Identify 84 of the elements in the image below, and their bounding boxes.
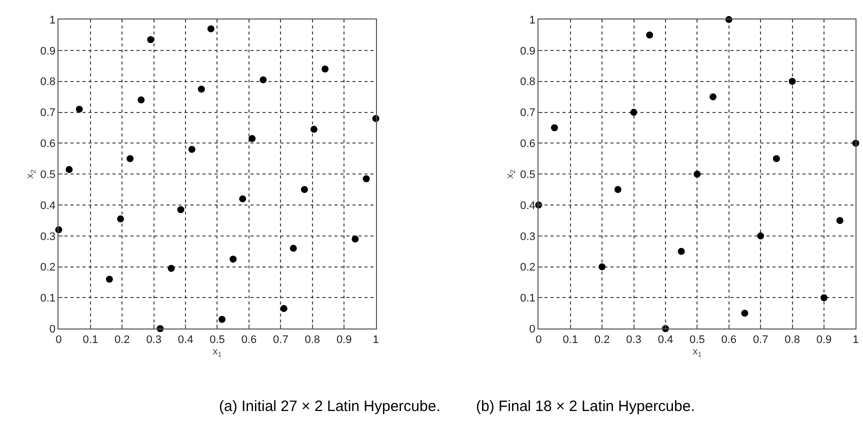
point [76,106,83,113]
point [836,216,844,224]
point [198,86,205,93]
x-axis-title: x$_{1}$ [212,346,222,358]
x-tick-label: 0.5 [210,334,225,346]
point [260,76,267,84]
y-tick-label: 0.8 [520,76,536,88]
x-tick-label: 0.9 [336,334,352,346]
point [614,186,622,194]
point [550,124,558,132]
point [66,166,73,173]
y-tick-label: 0.7 [40,107,56,120]
x-tick-label: 0.8 [304,334,320,346]
y-tick-label: 0.6 [520,138,536,150]
point [820,294,828,302]
y-tick-label: 0.2 [520,262,536,274]
point [248,135,256,142]
y-tick-label: 0.4 [40,200,56,212]
point [207,25,214,32]
point [117,215,124,222]
x-tick-label: 0.3 [146,334,162,346]
x-tick-label: 1 [852,334,859,346]
y-tick-label: 0.5 [520,168,536,181]
point [300,186,308,194]
x-tick-label: 0.1 [562,334,578,346]
x-tick-label: 0.8 [784,334,800,346]
y-tick-label: 0.6 [40,138,56,150]
y-tick-label: 0.2 [40,262,56,274]
point [322,66,329,73]
x-axis-title: x$_{1}$ [692,346,702,358]
y-tick-label: 0.3 [520,230,536,243]
point [678,248,685,255]
x-tick-label: 0.6 [241,334,257,346]
y-tick-label: 1 [529,14,536,26]
point [188,146,196,153]
y-tick-label: 0.9 [520,45,536,58]
x-tick-label: 1 [372,334,379,346]
point [598,263,606,270]
x-tick-label: 0.2 [114,334,130,346]
point [147,36,154,44]
point [757,232,764,240]
point [218,316,226,323]
point [646,32,654,39]
text: (a) Initial 27 × 2 Latin Hypercube. [219,398,440,415]
y-tick-label: 0.3 [40,230,56,243]
point [741,310,748,317]
x-tick-label: 0.1 [82,334,98,346]
point [694,170,701,178]
y-tick-label: 0 [529,324,536,336]
point [362,175,370,182]
y-tick-label: 0.9 [40,45,56,58]
point [168,264,175,272]
y-tick-label: 0.1 [520,292,536,305]
x-tick-label: 0.7 [752,334,768,346]
point [290,244,297,252]
point [630,108,638,116]
point [126,155,134,162]
y-tick-label: 1 [49,14,56,26]
x-tick-label: 0.5 [690,334,705,346]
y-tick-label: 0.8 [40,76,56,88]
point [710,93,717,100]
point [106,276,113,283]
y-tick-label: 0.4 [520,200,536,212]
y-tick-label: 0.5 [40,168,56,181]
x-tick-label: 0.7 [273,334,288,346]
text: (b) Final 18 × 2 Latin Hypercube. [476,398,695,415]
point [772,155,780,162]
point [352,236,359,243]
y-tick-label: 0.7 [520,107,536,120]
y-tick-label: 0.1 [40,292,56,305]
point [230,256,237,263]
point [310,126,318,133]
point [239,195,246,202]
y-tick-label: 0 [49,324,56,336]
x-tick-label: 0.3 [626,334,642,346]
point [788,78,796,85]
x-tick-label: 0.4 [178,334,194,346]
x-tick-label: 0.4 [658,334,674,346]
x-tick-label: 0.2 [594,334,610,346]
x-tick-label: 0.6 [721,334,737,346]
point [280,305,288,312]
point [177,206,184,214]
x-tick-label: 0.9 [816,334,832,346]
point [138,96,145,104]
